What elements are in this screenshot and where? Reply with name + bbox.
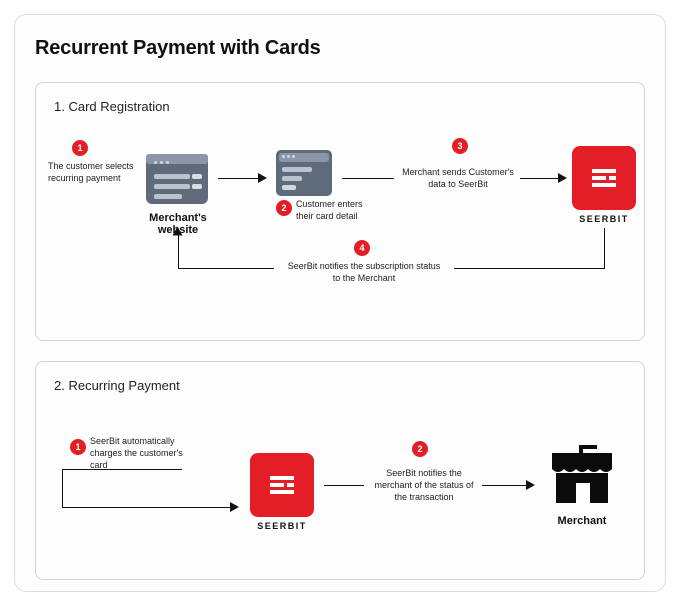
p2-arrow-head bbox=[526, 480, 535, 490]
step4-text: SeerBit notifies the subscription status… bbox=[284, 260, 444, 284]
arrow-2a bbox=[342, 178, 394, 179]
step2-text: Customer enters their card detail bbox=[296, 198, 376, 222]
step-badge-3: 3 bbox=[452, 138, 468, 154]
panel1-title: 1. Card Registration bbox=[54, 99, 626, 114]
merchant-label: Merchant bbox=[546, 515, 618, 527]
panel-recurring-payment: 2. Recurring Payment 1 SeerBit automatic… bbox=[35, 361, 645, 580]
step-badge-4: 4 bbox=[354, 240, 370, 256]
arrow-1-head bbox=[258, 173, 267, 183]
arrow-4-h1 bbox=[454, 268, 605, 269]
panel2-title: 2. Recurring Payment bbox=[54, 378, 626, 393]
seerbit-label-2: SEERBIT bbox=[250, 521, 314, 531]
customer-form-icon bbox=[276, 150, 332, 196]
panel-card-registration: 1. Card Registration 1 The customer sele… bbox=[35, 82, 645, 341]
p2-step2-text: SeerBit notifies the merchant of the sta… bbox=[370, 467, 478, 503]
loop-head bbox=[230, 502, 239, 512]
step1-text: The customer selects recurring payment bbox=[48, 160, 138, 184]
seerbit-icon-2 bbox=[250, 453, 314, 517]
merchant-website-icon bbox=[146, 154, 208, 204]
arrow-4-head bbox=[173, 227, 183, 236]
panel2-stage: 1 SeerBit automatically charges the cust… bbox=[54, 411, 626, 561]
seerbit-label-1: SEERBIT bbox=[572, 214, 636, 224]
page-frame: Recurrent Payment with Cards 1. Card Reg… bbox=[14, 14, 666, 592]
loop-bottom bbox=[62, 507, 230, 508]
panel1-stage: 1 The customer selects recurring payment… bbox=[54, 132, 626, 322]
p2-step1-text: SeerBit automatically charges the custom… bbox=[90, 435, 194, 471]
p2-arrow-a bbox=[324, 485, 364, 486]
step-badge-2: 2 bbox=[276, 200, 292, 216]
step-badge-1: 1 bbox=[72, 140, 88, 156]
arrow-1 bbox=[218, 178, 258, 179]
seerbit-icon bbox=[572, 146, 636, 210]
p2-step-badge-1: 1 bbox=[70, 439, 86, 455]
arrow-4-h2 bbox=[178, 268, 274, 269]
arrow-4-v1 bbox=[604, 228, 605, 268]
loop-top bbox=[62, 469, 182, 470]
loop-v bbox=[62, 469, 63, 507]
arrow-4-v2 bbox=[178, 232, 179, 269]
p2-arrow-b bbox=[482, 485, 526, 486]
arrow-2-head bbox=[558, 173, 567, 183]
merchant-store-icon bbox=[546, 445, 618, 507]
p2-step-badge-2: 2 bbox=[412, 441, 428, 457]
arrow-2b bbox=[520, 178, 558, 179]
page-title: Recurrent Payment with Cards bbox=[35, 37, 645, 60]
step3-text: Merchant sends Customer's data to SeerBi… bbox=[398, 166, 518, 190]
